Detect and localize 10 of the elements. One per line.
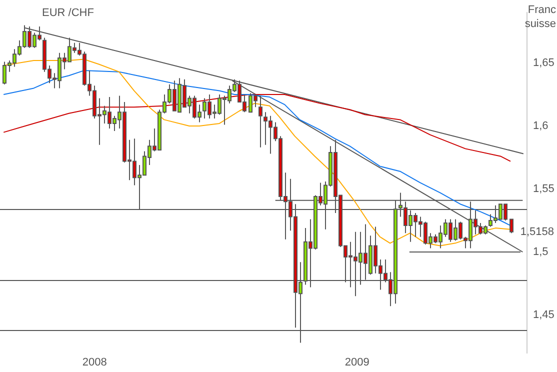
y-tick-label: 1,5 xyxy=(533,246,548,258)
x-tick-label: 2008 xyxy=(82,356,107,368)
y-tick-label: 1,45 xyxy=(533,309,554,322)
y-axis-title: Franc suisse xyxy=(524,4,556,30)
chart-title: EUR /CHF xyxy=(42,7,94,20)
y-tick-label: 1,65 xyxy=(533,57,554,70)
y-tick-label: 1,6 xyxy=(533,120,548,132)
y-tick-label: 1,55 xyxy=(533,183,554,196)
annotation: 1,5158 xyxy=(520,226,554,238)
x-tick-label: 2009 xyxy=(344,356,370,368)
